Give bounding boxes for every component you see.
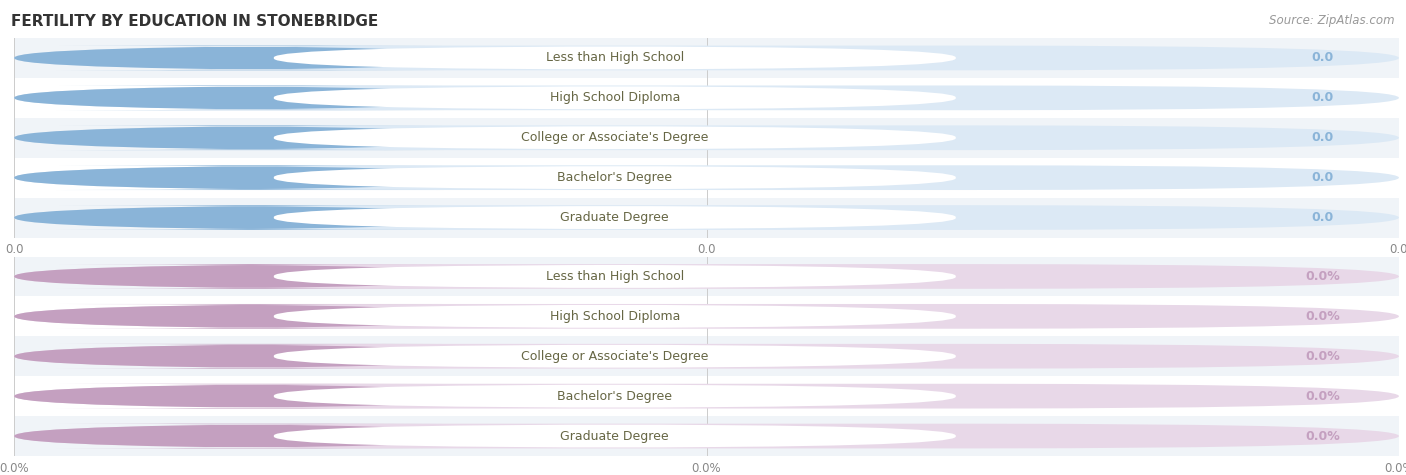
Text: Bachelor's Degree: Bachelor's Degree <box>557 390 672 403</box>
FancyBboxPatch shape <box>274 206 956 229</box>
FancyBboxPatch shape <box>14 165 1399 190</box>
Text: Less than High School: Less than High School <box>546 51 683 65</box>
FancyBboxPatch shape <box>14 264 486 289</box>
FancyBboxPatch shape <box>274 305 956 328</box>
Text: 0.0%: 0.0% <box>1305 429 1340 443</box>
Text: 0.0: 0.0 <box>1312 211 1334 224</box>
FancyBboxPatch shape <box>14 86 1399 110</box>
FancyBboxPatch shape <box>274 47 956 69</box>
Text: 0.0: 0.0 <box>1312 51 1334 65</box>
FancyBboxPatch shape <box>14 46 1399 70</box>
FancyBboxPatch shape <box>274 86 956 109</box>
FancyBboxPatch shape <box>14 125 1399 150</box>
Text: 0.0%: 0.0% <box>1305 350 1340 363</box>
Text: 0.0%: 0.0% <box>1305 390 1340 403</box>
FancyBboxPatch shape <box>14 264 1399 289</box>
Text: 0.0: 0.0 <box>1312 131 1334 144</box>
FancyBboxPatch shape <box>274 385 956 408</box>
FancyBboxPatch shape <box>14 344 486 369</box>
Text: 0.0: 0.0 <box>1312 171 1334 184</box>
Bar <box>14 376 1399 416</box>
Bar <box>14 38 1399 78</box>
FancyBboxPatch shape <box>14 205 486 230</box>
Text: FERTILITY BY EDUCATION IN STONEBRIDGE: FERTILITY BY EDUCATION IN STONEBRIDGE <box>11 14 378 29</box>
Text: Graduate Degree: Graduate Degree <box>561 211 669 224</box>
Text: College or Associate's Degree: College or Associate's Degree <box>522 131 709 144</box>
FancyBboxPatch shape <box>274 126 956 149</box>
FancyBboxPatch shape <box>274 425 956 447</box>
Text: High School Diploma: High School Diploma <box>550 91 681 104</box>
FancyBboxPatch shape <box>14 344 1399 369</box>
Bar <box>14 416 1399 456</box>
Bar <box>14 158 1399 198</box>
FancyBboxPatch shape <box>14 424 1399 448</box>
Bar <box>14 296 1399 336</box>
FancyBboxPatch shape <box>14 384 486 408</box>
Text: Source: ZipAtlas.com: Source: ZipAtlas.com <box>1270 14 1395 27</box>
FancyBboxPatch shape <box>14 165 486 190</box>
FancyBboxPatch shape <box>274 345 956 368</box>
Text: Graduate Degree: Graduate Degree <box>561 429 669 443</box>
Text: 0.0%: 0.0% <box>1305 310 1340 323</box>
FancyBboxPatch shape <box>14 125 486 150</box>
Text: Bachelor's Degree: Bachelor's Degree <box>557 171 672 184</box>
Text: Less than High School: Less than High School <box>546 270 683 283</box>
Text: 0.0: 0.0 <box>1312 91 1334 104</box>
Text: High School Diploma: High School Diploma <box>550 310 681 323</box>
FancyBboxPatch shape <box>274 265 956 288</box>
FancyBboxPatch shape <box>14 86 486 110</box>
FancyBboxPatch shape <box>14 424 486 448</box>
Text: 0.0%: 0.0% <box>1305 270 1340 283</box>
FancyBboxPatch shape <box>14 384 1399 408</box>
Bar <box>14 118 1399 158</box>
FancyBboxPatch shape <box>14 304 1399 329</box>
FancyBboxPatch shape <box>14 205 1399 230</box>
Bar <box>14 78 1399 118</box>
Bar <box>14 198 1399 238</box>
FancyBboxPatch shape <box>274 166 956 189</box>
FancyBboxPatch shape <box>14 46 486 70</box>
FancyBboxPatch shape <box>14 304 486 329</box>
Bar <box>14 256 1399 296</box>
Text: College or Associate's Degree: College or Associate's Degree <box>522 350 709 363</box>
Bar <box>14 336 1399 376</box>
